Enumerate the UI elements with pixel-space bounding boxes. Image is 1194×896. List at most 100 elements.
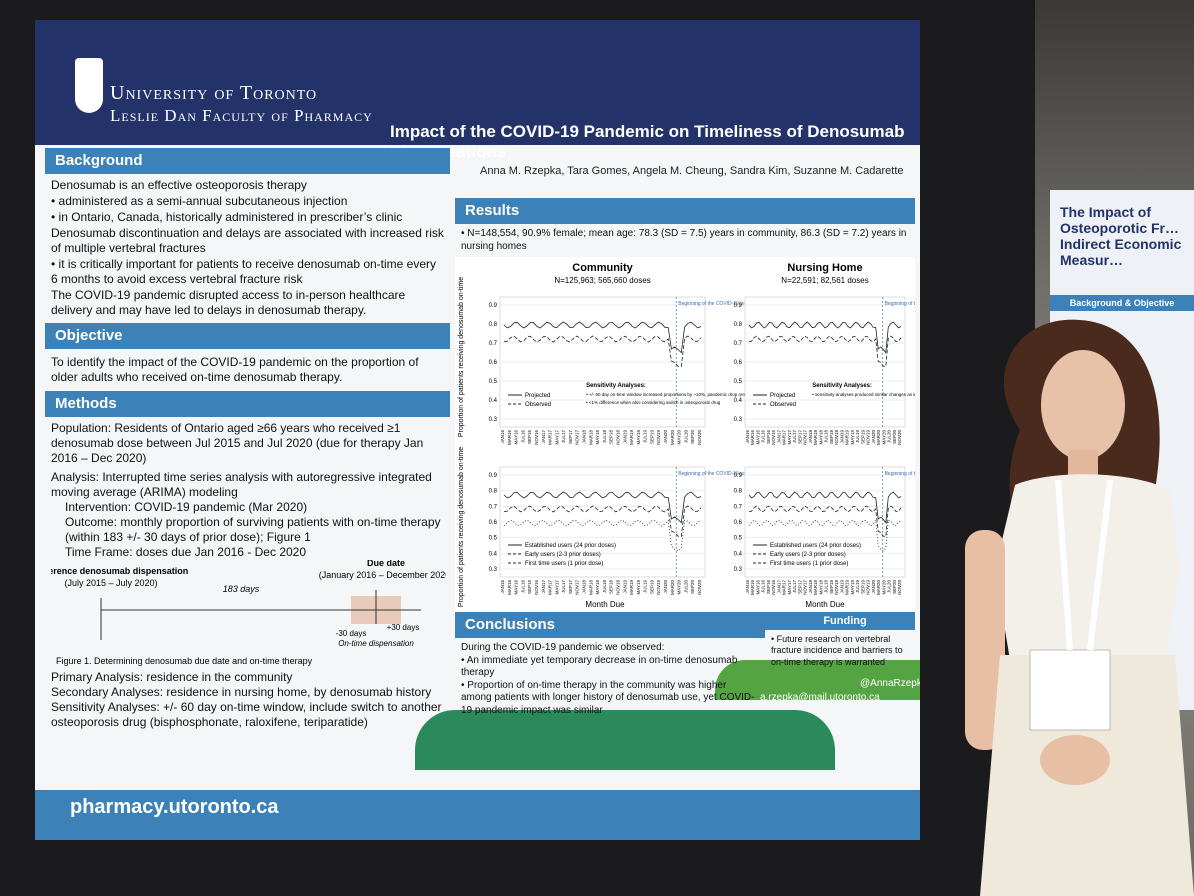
x-tick-label: MAY20 (677, 430, 682, 445)
paragraph: Sensitivity Analyses: +/- 60 day on-time… (51, 700, 442, 729)
x-tick-label: NOV17 (575, 430, 580, 445)
x-tick-label: JAN19 (839, 430, 844, 444)
legend-label: Early users (2-3 prior doses) (770, 552, 846, 558)
x-tick-label: JAN16 (745, 580, 750, 594)
x-tick-label: MAR19 (629, 430, 634, 446)
x-tick-label: JAN18 (582, 430, 587, 444)
x-tick-label: JAN16 (745, 430, 750, 444)
person (965, 319, 1194, 896)
x-tick-label: SEP18 (829, 430, 834, 445)
x-tick-label: JAN18 (582, 580, 587, 594)
figure-label: On-time dispensation (338, 639, 414, 648)
methods-text: Population: Residents of Ontario aged ≥6… (45, 417, 450, 734)
decoration (415, 710, 835, 770)
y-tick-label: 0.4 (489, 398, 498, 404)
x-tick-label: MAY16 (755, 580, 760, 595)
results-charts: Proportion of patients receiving denosum… (455, 257, 915, 612)
x-tick-label: NOV17 (803, 580, 808, 595)
x-tick-label: NOV18 (834, 430, 839, 445)
x-tick-label: SEP17 (797, 430, 802, 445)
crest (75, 58, 103, 113)
note-title: Sensitivity Analyses: (812, 383, 872, 389)
x-tick-label: JUL18 (602, 430, 607, 444)
x-tick-label: SEP17 (568, 580, 573, 595)
x-tick-label: JUL18 (824, 430, 829, 444)
legend-label: First time users (1 prior dose) (525, 561, 603, 567)
y-tick-label: 0.9 (489, 303, 498, 309)
x-tick-label: NOV19 (866, 580, 871, 595)
x-tick-label: NOV20 (697, 430, 702, 445)
objective-text: To identify the impact of the COVID-19 p… (51, 355, 419, 384)
timeline-figure: Reference denosumab dispensation (July 2… (51, 560, 446, 666)
x-tick-label: SEP16 (527, 430, 532, 445)
figure-label: 183 days (223, 584, 260, 594)
y-tick-label: 0.8 (489, 489, 498, 495)
y-tick-label: 0.3 (489, 567, 498, 573)
x-tick-label: NOV20 (697, 580, 702, 595)
poster-title: Impact of the COVID-19 Pandemic on Timel… (390, 122, 905, 161)
x-tick-label: SEP19 (860, 580, 865, 595)
x-tick-label: JUL20 (683, 430, 688, 444)
x-tick-label: SEP17 (568, 430, 573, 445)
section-heading: Objective (45, 323, 450, 349)
annotation: Beginning of the COVID-19 pandemic (885, 301, 915, 307)
x-tick-label: MAY20 (881, 580, 886, 595)
paragraph: Time Frame: doses due Jan 2016 - Dec 202… (65, 545, 307, 559)
x-tick-label: JAN19 (839, 580, 844, 594)
paragraph: Population: Residents of Ontario aged ≥6… (51, 421, 424, 465)
panel-title: Nursing Home (787, 262, 862, 274)
x-tick-label: NOV16 (534, 580, 539, 595)
y-tick-label: 0.4 (734, 398, 743, 404)
y-tick-label: 0.7 (489, 341, 498, 347)
x-tick-label: MAR17 (782, 580, 787, 596)
y-tick-label: 0.4 (489, 551, 498, 557)
legend-label: Observed (525, 402, 551, 408)
note-title: Sensitivity Analyses: (586, 383, 646, 389)
x-tick-label: MAY19 (636, 580, 641, 595)
legend-label: First time users (1 prior dose) (770, 561, 848, 567)
background-item: Denosumab discontinuation and delays are… (51, 226, 444, 255)
x-tick-label: SEP16 (766, 580, 771, 595)
x-tick-label: MAR20 (876, 430, 881, 446)
x-tick-label: NOV18 (615, 430, 620, 445)
x-tick-label: JAN20 (871, 580, 876, 594)
x-tick-label: MAR20 (876, 580, 881, 596)
x-tick-label: JAN19 (622, 430, 627, 444)
x-tick-label: JAN18 (808, 580, 813, 594)
x-tick-label: NOV17 (803, 430, 808, 445)
x-tick-label: MAY17 (787, 430, 792, 445)
x-tick-label: MAY17 (787, 580, 792, 595)
x-tick-label: JAN17 (541, 580, 546, 594)
x-tick-label: MAR19 (845, 580, 850, 596)
y-tick-label: 0.7 (734, 341, 743, 347)
x-tick-label: JUL20 (683, 580, 688, 594)
y-tick-label: 0.5 (734, 536, 743, 542)
figure-label: Due date (367, 560, 405, 568)
y-tick-label: 0.8 (489, 322, 498, 328)
x-tick-label: JUL16 (520, 580, 525, 594)
trend-line (503, 321, 702, 354)
x-axis-label: Month Due (805, 600, 845, 609)
x-tick-label: SEP16 (766, 430, 771, 445)
x-tick-label: MAR16 (507, 430, 512, 446)
x-tick-label: SEP19 (649, 430, 654, 445)
x-tick-label: MAR18 (813, 430, 818, 446)
x-tick-label: MAY17 (554, 430, 559, 445)
x-tick-label: JUL17 (792, 580, 797, 594)
trend-line (748, 491, 902, 524)
x-tick-label: MAY17 (554, 580, 559, 595)
footer-band (35, 790, 920, 840)
x-tick-label: MAR17 (548, 580, 553, 596)
x-axis-label: Month Due (585, 600, 625, 609)
trend-line (503, 335, 702, 368)
x-tick-label: MAR17 (782, 430, 787, 446)
background-text: Denosumab is an effective osteoporosis t… (45, 174, 450, 323)
x-tick-label: JUL16 (761, 580, 766, 594)
x-tick-label: JUL20 (887, 430, 892, 444)
figure-label: (July 2015 – July 2020) (64, 578, 157, 588)
x-tick-label: JUL19 (855, 430, 860, 444)
lanyard (1055, 479, 1113, 651)
background-item: Denosumab is an effective osteoporosis t… (51, 178, 307, 192)
trend-line (748, 321, 902, 354)
